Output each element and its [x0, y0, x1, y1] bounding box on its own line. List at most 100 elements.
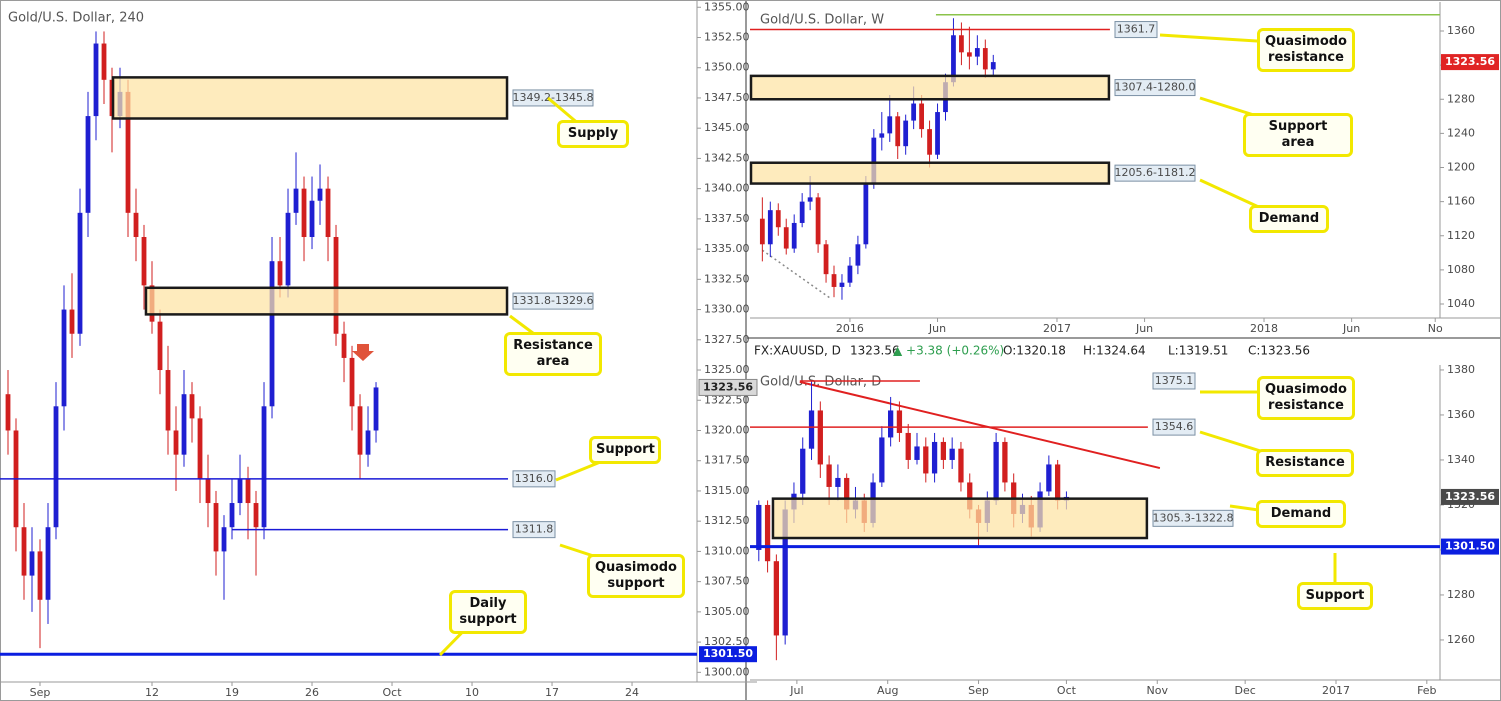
callout: Daily support	[449, 590, 527, 634]
candle-body	[101, 43, 107, 80]
candle-body	[181, 394, 187, 455]
x-tick-label: 26	[305, 686, 319, 699]
candle-body	[77, 212, 83, 334]
candle-body	[982, 48, 988, 70]
candle-body	[911, 103, 917, 121]
candle-body	[974, 48, 980, 57]
x-tick-label: Feb	[1417, 684, 1436, 697]
callout: Resistance area	[504, 332, 602, 376]
callout: Support	[589, 436, 661, 464]
candle-body	[357, 406, 363, 455]
level-label: 1361.7	[1117, 23, 1156, 36]
x-tick-label: 17	[545, 686, 559, 699]
candle-body	[293, 188, 299, 213]
candle-body	[896, 410, 903, 433]
zone-label-box	[1152, 509, 1234, 527]
candle-body	[237, 478, 243, 504]
candle-body	[835, 477, 841, 487]
y-tick-label: 1302.50	[704, 635, 750, 648]
x-tick-label: 2018	[1250, 322, 1278, 335]
candle-body	[767, 210, 773, 245]
candle-body	[277, 261, 283, 286]
last-price-tag	[1441, 54, 1499, 71]
candle-body	[325, 188, 331, 238]
candle-body	[808, 410, 815, 449]
candle-body	[959, 35, 964, 53]
level-label: 1354.6	[1155, 420, 1194, 433]
candle-body	[940, 441, 947, 460]
candle-body	[37, 551, 43, 600]
candle-body	[157, 321, 163, 371]
price-tag-label: 1301.50	[1445, 540, 1495, 553]
candle-body	[895, 116, 901, 147]
candle-body	[261, 406, 267, 528]
price-tag	[699, 646, 757, 663]
level-label-box	[512, 521, 556, 539]
candle-body	[990, 62, 996, 70]
callout: Demand	[1256, 500, 1346, 528]
x-tick-label: 2017	[1322, 684, 1350, 697]
y-tick-label: 1300.00	[704, 665, 750, 678]
y-tick-label: 1080	[1447, 263, 1475, 276]
candle-body	[967, 482, 973, 510]
zone	[749, 161, 1111, 185]
candle-body	[888, 410, 894, 438]
candle-body	[799, 201, 805, 223]
candle-body	[927, 129, 932, 155]
candle-body	[871, 137, 877, 185]
candle-body	[879, 437, 885, 483]
candle-body	[141, 237, 147, 286]
candle-body	[1055, 464, 1061, 501]
candle-body	[791, 222, 797, 249]
y-tick-label: 1310.00	[704, 544, 750, 557]
candle-body	[879, 133, 885, 138]
candle-body	[847, 265, 853, 283]
trendline	[761, 249, 831, 299]
level-label: 1311.8	[515, 523, 554, 536]
candle-body	[923, 446, 929, 474]
zone-label: 1205.6-1181.2	[1115, 166, 1196, 179]
zone-label-box	[512, 292, 594, 310]
zone	[144, 286, 509, 316]
zone-label-box	[1114, 164, 1196, 182]
candle-body	[905, 432, 911, 460]
callout: Resistance	[1256, 449, 1354, 477]
x-tick-label: 12	[145, 686, 159, 699]
y-tick-label: 1320.00	[704, 423, 750, 436]
candle-body	[165, 370, 171, 431]
y-tick-label: 1280	[1447, 588, 1475, 601]
y-tick-label: 1355.00	[704, 0, 750, 13]
x-tick-label: Jul	[789, 684, 803, 697]
candle-body	[844, 477, 850, 510]
y-tick-label: 1352.50	[704, 30, 750, 43]
candle-body	[951, 35, 956, 83]
x-tick-label: 10	[465, 686, 479, 699]
price-tag-label: 1301.50	[703, 647, 753, 660]
candle-body	[993, 441, 999, 501]
y-tick-label: 1340	[1447, 453, 1475, 466]
info-high: H:1324.64	[1083, 344, 1146, 358]
candle-body	[197, 418, 203, 479]
y-tick-label: 1040	[1447, 297, 1475, 310]
candle-body	[759, 218, 765, 245]
y-tick-label: 1312.50	[704, 514, 750, 527]
candle-body	[782, 509, 788, 636]
candle-body	[839, 282, 845, 287]
candle-body	[817, 410, 823, 465]
candle-body	[823, 244, 829, 275]
y-tick-label: 1160	[1447, 195, 1475, 208]
candle-body	[764, 504, 771, 562]
candle-body	[949, 448, 955, 460]
y-tick-label: 1325.00	[704, 363, 750, 376]
y-tick-label: 1260	[1447, 633, 1475, 646]
y-tick-label: 1330.00	[704, 303, 750, 316]
candle-body	[45, 527, 51, 600]
callout: Quasimodo resistance	[1257, 376, 1355, 420]
callout: Quasimodo resistance	[1257, 28, 1355, 72]
candle-body	[1002, 441, 1008, 483]
y-tick-label: 1360	[1447, 24, 1475, 37]
callout: Demand	[1249, 205, 1329, 233]
info-low: L:1319.51	[1168, 344, 1228, 358]
x-tick-label: Aug	[877, 684, 898, 697]
